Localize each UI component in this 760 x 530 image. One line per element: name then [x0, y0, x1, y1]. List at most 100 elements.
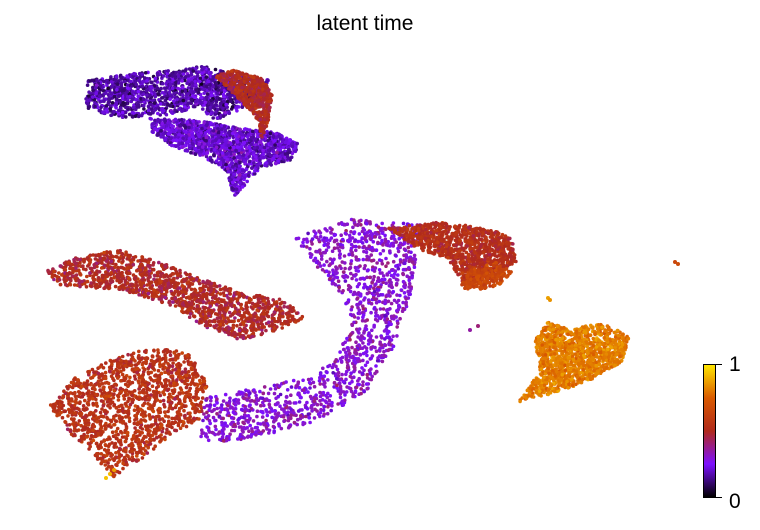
cell-point [228, 300, 233, 304]
cell-point [110, 101, 115, 105]
cell-point [152, 438, 156, 442]
cell-point [128, 288, 133, 292]
cell-point [155, 118, 160, 123]
cell-point [121, 461, 125, 466]
cell-point [254, 158, 259, 163]
cell-point [260, 315, 264, 319]
cell-point [155, 103, 160, 108]
cell-point [215, 91, 219, 95]
cell-point [235, 297, 240, 302]
cell-point [222, 311, 226, 315]
cell-point [195, 293, 200, 298]
cell-point [113, 284, 118, 289]
cell-point [209, 281, 214, 286]
cell-point [240, 314, 245, 318]
cell-point [290, 144, 295, 149]
cell-point [226, 169, 231, 174]
cell-point [78, 271, 82, 276]
cell-point [243, 173, 248, 177]
cell-point [85, 274, 89, 279]
cell-point [194, 127, 199, 132]
cell-point [208, 156, 213, 160]
cell-point [95, 284, 100, 288]
cell-point [191, 137, 196, 141]
cell-point [254, 293, 259, 298]
cell-point [211, 78, 215, 82]
cell-point [85, 256, 90, 260]
cell-point [104, 104, 109, 108]
cell-point [130, 368, 135, 372]
cell-point [275, 150, 279, 155]
cell-point [149, 107, 154, 111]
cell-point [94, 272, 99, 277]
cell-point [169, 143, 174, 148]
cell-point [217, 284, 222, 288]
cell-point [170, 71, 174, 76]
cell-point [137, 349, 141, 354]
cell-point [194, 319, 199, 324]
cell-point [150, 293, 155, 297]
cell-point [251, 321, 255, 326]
cell-point [121, 259, 125, 264]
cell-point [203, 100, 208, 105]
cell-point [279, 306, 283, 311]
cell-point [148, 257, 152, 262]
cell-point [189, 97, 194, 102]
cell-point [110, 430, 115, 435]
cell-point [176, 273, 180, 278]
cell-point [157, 285, 162, 289]
cell-point [143, 71, 148, 75]
cell-point [90, 95, 95, 99]
cell-point [268, 162, 272, 166]
cell-point [94, 86, 98, 90]
cell-point [199, 95, 204, 100]
cell-point [178, 137, 182, 142]
cell-point [200, 71, 204, 75]
cell-point [106, 97, 111, 102]
cell-point [294, 311, 299, 316]
cell-point [209, 111, 213, 116]
cell-point [74, 273, 79, 277]
cell-point [269, 142, 273, 146]
cell-point [242, 295, 246, 299]
cell-point [103, 370, 108, 375]
cell-point [169, 278, 173, 283]
cell-point [162, 273, 167, 278]
cell-point [100, 261, 104, 265]
cell-point [228, 99, 233, 103]
cell-point [90, 78, 94, 83]
cell-point [69, 417, 74, 421]
cell-point [231, 325, 235, 330]
cell-point [202, 65, 206, 70]
cell-point [208, 323, 213, 328]
cell-point [147, 281, 152, 285]
cell-point [267, 320, 271, 325]
cell-point [270, 313, 275, 318]
cell-point [247, 173, 251, 178]
cell-point [111, 267, 115, 272]
cell-point [194, 70, 199, 75]
cell-point [134, 413, 138, 418]
cell-point [290, 309, 294, 314]
cell-point [204, 123, 209, 127]
cell-point [223, 288, 228, 292]
cell-point [215, 116, 220, 120]
cell-point [153, 76, 158, 81]
cell-point [99, 105, 103, 110]
cell-point [57, 271, 61, 275]
cell-point [190, 81, 194, 85]
cell-point [120, 270, 124, 275]
cell-point [211, 106, 216, 110]
cell-point [209, 93, 214, 98]
cell-point [67, 260, 71, 265]
cell-point [109, 271, 114, 275]
cell-point [127, 112, 132, 117]
cell-point [218, 292, 223, 296]
cell-point [201, 107, 205, 111]
cell-point [205, 84, 209, 88]
cell-point [201, 294, 205, 299]
cell-point [169, 284, 174, 289]
cell-point [212, 324, 216, 329]
cell-point [164, 86, 168, 90]
cell-point [143, 259, 148, 263]
